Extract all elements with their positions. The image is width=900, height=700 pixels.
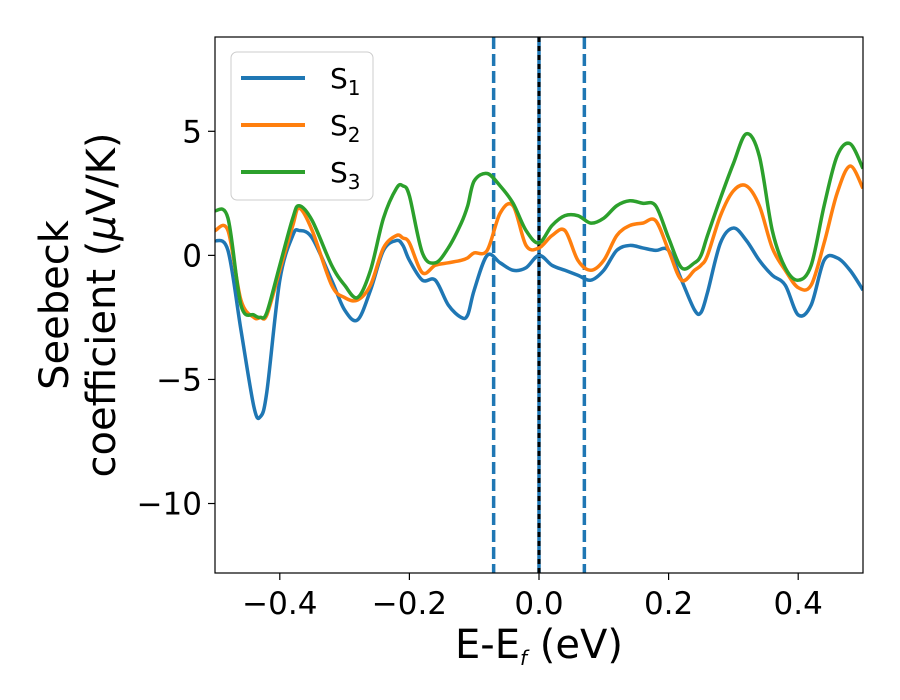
x-axis-label-main: E-E: [455, 622, 520, 668]
y-axis-label: Seebeck coefficient (μV/K): [32, 133, 125, 478]
y-tick-label: −10: [137, 487, 202, 523]
y-tick-label: 5: [182, 114, 202, 150]
series-line-S3: [215, 131, 863, 320]
legend-label-S3: S3: [330, 156, 361, 194]
x-axis-label-sub: f: [520, 646, 530, 670]
x-tick-label: 0.2: [644, 586, 693, 622]
y-axis-label-line2: coefficient (μV/K): [79, 133, 125, 478]
x-axis-ticks: −0.4 −0.2 0.0 0.2 0.4: [242, 573, 823, 622]
y-axis-label-line1: Seebeck: [32, 219, 78, 390]
x-tick-label: 0.0: [514, 586, 563, 622]
series-line-S1: [215, 226, 863, 421]
vertical-reference-lines: [491, 37, 587, 573]
series-line-S2: [215, 164, 863, 321]
y-axis-ticks: 5 0 −5 −10: [137, 114, 215, 523]
x-tick-label: 0.4: [774, 586, 823, 622]
x-axis-label: E-Ef (eV): [455, 622, 623, 670]
x-axis-label-unit: (eV): [527, 622, 623, 668]
x-tick-label: −0.4: [242, 586, 317, 622]
y-axis-label-mu: μ: [79, 215, 125, 241]
y-tick-label: −5: [156, 362, 202, 398]
legend-label-S1: S1: [330, 62, 361, 100]
y-axis-label-line2-start: coefficient (: [79, 241, 125, 478]
y-axis-label-line2-end: V/K): [79, 133, 125, 216]
series-lines: [215, 131, 863, 421]
legend-label-S2: S2: [330, 109, 361, 147]
legend: S1 S2 S3: [230, 51, 374, 201]
y-tick-label: 0: [182, 238, 202, 274]
x-tick-label: −0.2: [372, 586, 447, 622]
